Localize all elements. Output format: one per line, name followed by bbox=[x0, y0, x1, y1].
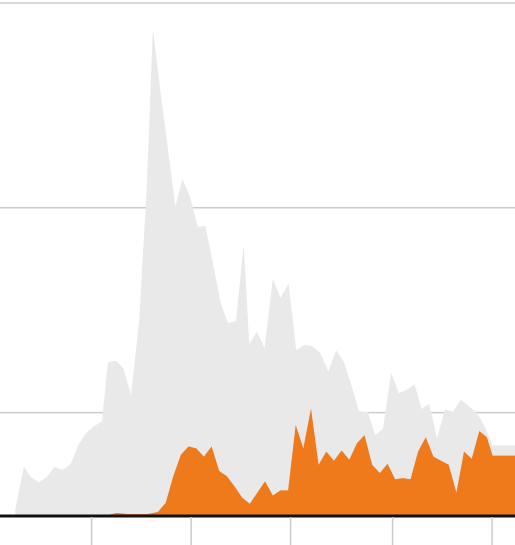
area-subset bbox=[15, 408, 515, 515]
axis-layer bbox=[0, 514, 515, 545]
area-layer bbox=[15, 29, 515, 515]
area-total bbox=[15, 29, 515, 515]
